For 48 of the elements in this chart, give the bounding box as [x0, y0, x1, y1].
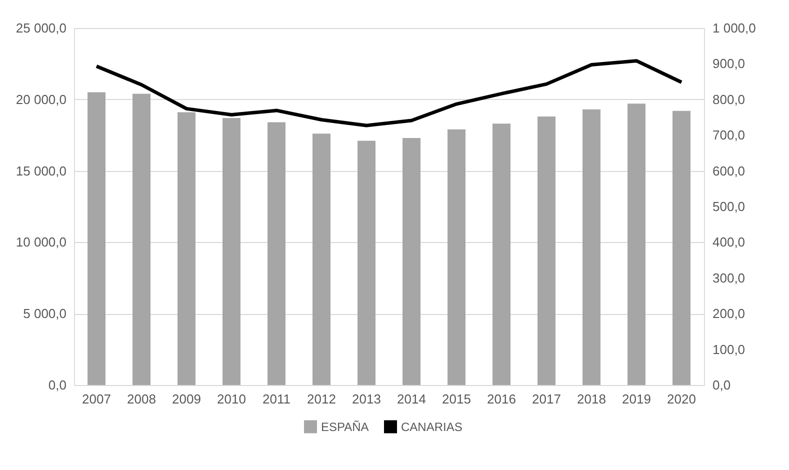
- y2-tick-label: 0,0: [712, 378, 731, 392]
- x-tick-label: 2017: [532, 392, 561, 406]
- bar: [222, 118, 240, 385]
- bar: [492, 124, 510, 385]
- x-tick-label: 2018: [577, 392, 606, 406]
- y-tick-label: 0,0: [48, 378, 66, 392]
- bar: [132, 94, 150, 385]
- y2-tick-label: 400,0: [712, 234, 746, 250]
- bar: [628, 104, 646, 385]
- x-tick-label: 2008: [127, 392, 156, 406]
- x-tick-label: 2009: [172, 392, 201, 406]
- y2-tick-label: 800,0: [712, 92, 746, 107]
- x-tick-label: 2012: [307, 392, 336, 406]
- y2-tick-label: 700,0: [712, 128, 746, 143]
- x-tick-label: 2011: [262, 392, 290, 406]
- y2-tick-label: 200,0: [712, 306, 746, 322]
- x-tick-label: 2019: [622, 392, 651, 406]
- x-tick-label: 2013: [352, 392, 381, 406]
- y-tick-label: 15 000,0: [16, 163, 66, 178]
- bar: [178, 112, 196, 385]
- y2-tick-label: 1 000,0: [712, 20, 756, 36]
- bar: [268, 122, 286, 385]
- x-tick-label: 2007: [82, 392, 111, 406]
- x-tick-label: 2015: [442, 392, 471, 406]
- bar: [312, 134, 330, 385]
- y2-tick-label: 900,0: [712, 56, 746, 72]
- y2-tick-label: 100,0: [712, 342, 746, 357]
- y-tick-label: 10 000,0: [16, 234, 66, 250]
- bar: [448, 129, 466, 385]
- y-tick-label: 5 000,0: [23, 306, 66, 322]
- legend-label: ESPAÑA: [321, 420, 369, 434]
- y2-tick-label: 500,0: [712, 199, 746, 214]
- y-tick-label: 20 000,0: [16, 92, 66, 107]
- x-tick-label: 2010: [217, 392, 246, 406]
- y-tick-label: 25 000,0: [16, 20, 66, 36]
- x-tick-label: 2016: [487, 392, 516, 406]
- line-series: [94, 59, 684, 128]
- legend-label: CANARIAS: [401, 420, 462, 434]
- bar: [582, 109, 600, 385]
- bar: [402, 138, 420, 385]
- y2-tick-label: 300,0: [712, 270, 746, 286]
- y2-tick-label: 600,0: [712, 163, 746, 178]
- x-tick-label: 2020: [667, 392, 696, 406]
- bar: [538, 116, 556, 385]
- bar: [88, 92, 106, 385]
- bar: [358, 140, 376, 385]
- bar: [672, 110, 690, 385]
- x-tick-label: 2014: [397, 392, 426, 406]
